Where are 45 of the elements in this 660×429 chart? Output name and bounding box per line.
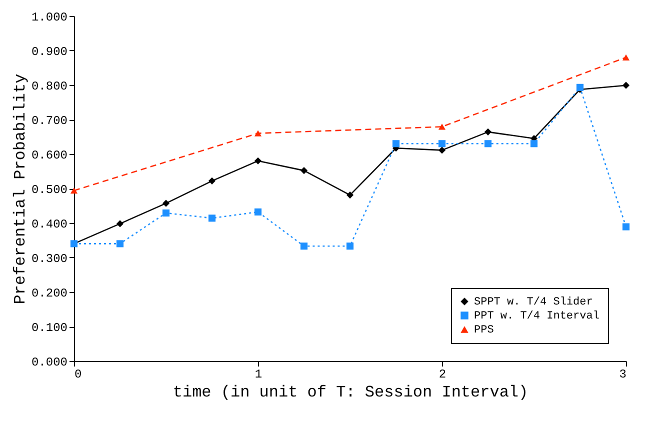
y-tick-label: 0.900 [31, 45, 68, 59]
x-tick-label: 2 [438, 368, 446, 382]
point [254, 208, 262, 216]
point [116, 220, 124, 228]
point [392, 140, 400, 148]
point [576, 84, 584, 91]
point [484, 128, 492, 136]
point [116, 240, 124, 248]
point [438, 124, 446, 130]
point [438, 140, 446, 148]
point [300, 242, 308, 250]
point [346, 192, 354, 199]
point [530, 140, 538, 148]
legend-label: SPPT w. T/4 Slider [474, 296, 593, 308]
point [622, 223, 630, 230]
point [70, 188, 78, 194]
y-tick-label: 0.800 [31, 80, 68, 94]
point [208, 214, 216, 222]
y-tick-label: 0.100 [31, 321, 68, 335]
point [162, 209, 170, 217]
legend-label: PPT w. T/4 Interval [474, 310, 600, 322]
point [254, 130, 262, 136]
y-tick-label: 0.700 [31, 114, 68, 128]
x-tick-label: 1 [254, 368, 262, 382]
point [622, 82, 630, 89]
legend-label: PPS [474, 324, 494, 336]
y-tick-label: 0.200 [31, 286, 68, 300]
y-tick-label: 0.600 [31, 148, 68, 162]
x-tick-label: 0 [74, 368, 82, 382]
y-tick-label: 0.500 [31, 183, 68, 197]
point [208, 177, 216, 184]
point [346, 242, 354, 250]
point [484, 140, 492, 148]
x-axis-title: time (in unit of T: Session Interval) [172, 384, 528, 402]
point [254, 157, 262, 164]
y-tick-label: 1.000 [31, 10, 68, 24]
point [300, 167, 308, 174]
y-tick-label: 0.000 [31, 356, 68, 370]
y-tick-label: 0.300 [31, 252, 68, 266]
point [162, 200, 170, 207]
point [622, 54, 630, 60]
y-axis-title: Preferential Probability [11, 73, 30, 304]
x-tick-label: 3 [619, 368, 626, 382]
y-tick-label: 0.400 [31, 218, 68, 232]
point [438, 146, 446, 154]
